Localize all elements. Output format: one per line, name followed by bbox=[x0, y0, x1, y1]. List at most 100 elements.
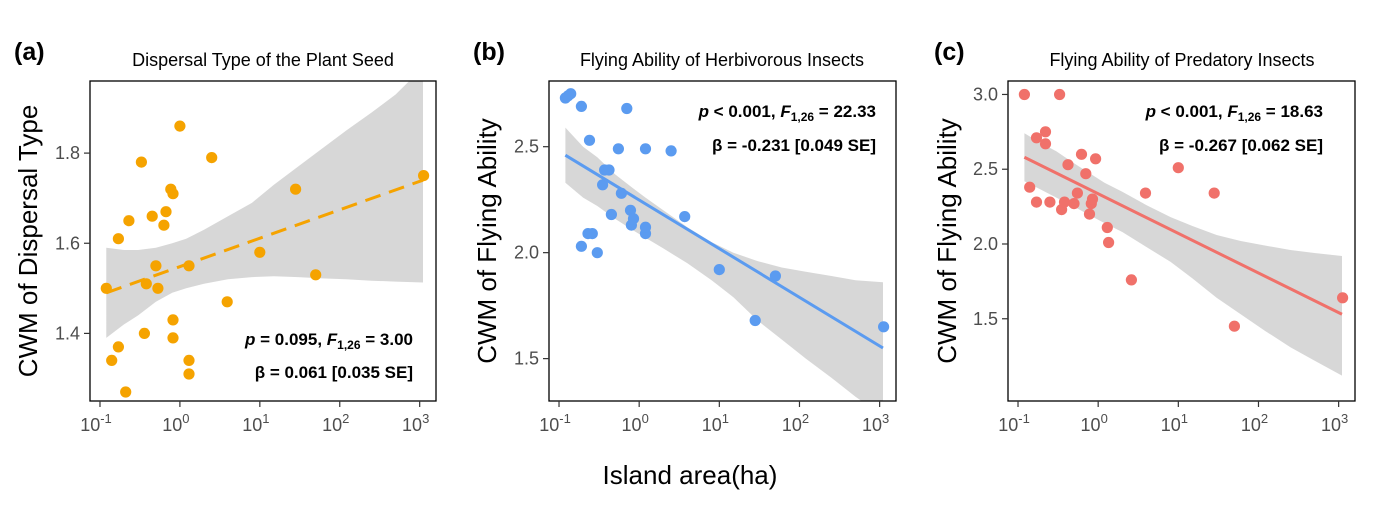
stat-text: = 0.095, bbox=[255, 330, 326, 349]
x-tick-base: 10 bbox=[862, 415, 882, 435]
data-point bbox=[167, 332, 179, 344]
data-point bbox=[174, 120, 186, 132]
regression-line bbox=[1023, 155, 1343, 316]
stat-f-value: = 18.63 bbox=[1261, 102, 1323, 121]
data-point bbox=[1039, 138, 1052, 150]
regression-line bbox=[564, 153, 884, 350]
x-tick-label: 101 bbox=[1161, 411, 1188, 435]
data-point bbox=[749, 314, 761, 327]
x-tick-base: 10 bbox=[998, 415, 1018, 435]
y-tick-label: 2.5 bbox=[973, 159, 998, 179]
x-tick-exponent: 3 bbox=[422, 411, 429, 426]
data-point bbox=[112, 341, 124, 353]
panel-label: (a) bbox=[14, 38, 45, 66]
x-tick-exponent: -1 bbox=[1018, 411, 1030, 426]
data-point bbox=[206, 152, 218, 164]
data-point bbox=[221, 296, 233, 308]
y-axis-label: CWM of Dispersal Type bbox=[13, 105, 43, 378]
x-axis-label: Island area(ha) bbox=[603, 460, 778, 490]
y-tick-label: 2.5 bbox=[514, 137, 539, 157]
y-tick-label: 1.4 bbox=[55, 323, 80, 343]
y-tick-label: 1.8 bbox=[55, 143, 80, 163]
y-tick-label: 2.0 bbox=[973, 234, 998, 254]
data-point bbox=[167, 314, 179, 326]
stat-text: < 0.001, bbox=[1156, 102, 1227, 121]
stat-p-value: p bbox=[698, 102, 709, 121]
stat-f: F bbox=[780, 102, 791, 121]
data-point bbox=[123, 215, 135, 227]
x-tick-base: 10 bbox=[80, 415, 100, 435]
data-point bbox=[591, 247, 603, 259]
x-tick-label: 103 bbox=[1321, 411, 1348, 435]
x-tick-base: 10 bbox=[1081, 415, 1101, 435]
x-tick-exponent: 3 bbox=[1341, 411, 1348, 426]
x-tick-exponent: 0 bbox=[1101, 411, 1108, 426]
x-tick-label: 101 bbox=[702, 411, 729, 435]
data-point bbox=[1103, 236, 1115, 249]
data-point bbox=[639, 221, 652, 233]
x-tick-base: 10 bbox=[402, 415, 422, 435]
x-tick-base: 10 bbox=[1161, 415, 1181, 435]
stat-annotation-line1: p = 0.095, F1,26 = 3.00 bbox=[244, 330, 413, 352]
data-point bbox=[597, 179, 609, 191]
chart-title: Dispersal Type of the Plant Seed bbox=[132, 50, 394, 70]
x-tick-exponent: 1 bbox=[262, 411, 269, 426]
data-point bbox=[112, 233, 124, 245]
data-point bbox=[627, 213, 640, 225]
x-tick-label: 103 bbox=[862, 411, 889, 435]
y-axis-label: CWM of Flying Ability bbox=[472, 118, 502, 364]
data-point bbox=[183, 354, 195, 366]
x-tick-base: 10 bbox=[242, 415, 262, 435]
chart-title: Flying Ability of Herbivorous Insects bbox=[580, 50, 864, 70]
confidence-band bbox=[106, 81, 423, 338]
x-tick-exponent: 1 bbox=[722, 411, 729, 426]
data-point bbox=[106, 354, 118, 366]
data-point bbox=[1228, 320, 1240, 332]
data-point bbox=[1039, 126, 1052, 138]
data-point bbox=[1030, 132, 1043, 144]
data-point bbox=[150, 260, 162, 272]
stat-annotation-line2: β = 0.061 [0.035 SE] bbox=[255, 363, 413, 382]
data-point bbox=[624, 204, 637, 216]
data-point bbox=[1075, 148, 1088, 160]
x-tick-base: 10 bbox=[782, 415, 802, 435]
data-point bbox=[1125, 274, 1137, 286]
stat-annotation-line1: p < 0.001, F1,26 = 22.33 bbox=[698, 102, 876, 124]
stat-annotation-line2: β = -0.267 [0.062 SE] bbox=[1159, 136, 1323, 155]
stat-annotation-line1: p < 0.001, F1,26 = 18.63 bbox=[1145, 102, 1323, 124]
data-point bbox=[575, 240, 588, 252]
data-point bbox=[418, 170, 430, 182]
stat-f: F bbox=[327, 330, 338, 349]
x-tick-exponent: -1 bbox=[559, 411, 571, 426]
data-point bbox=[769, 270, 782, 282]
data-point bbox=[310, 269, 322, 281]
stat-f-value: = 22.33 bbox=[814, 102, 876, 121]
data-point bbox=[146, 210, 158, 222]
stat-df-subscript: 1,26 bbox=[1238, 110, 1262, 124]
x-tick-base: 10 bbox=[539, 415, 559, 435]
x-tick-exponent: 0 bbox=[642, 411, 649, 426]
x-tick-label: 101 bbox=[242, 411, 269, 435]
data-point bbox=[713, 264, 725, 276]
data-point bbox=[1044, 196, 1056, 208]
panel-c: (c) Flying Ability of Predatory Insects CW… bbox=[932, 38, 1356, 435]
x-tick-label: 103 bbox=[402, 411, 429, 435]
data-point bbox=[1071, 187, 1083, 199]
x-tick-exponent: 3 bbox=[882, 411, 889, 426]
plot-frame bbox=[548, 80, 897, 402]
plot-area bbox=[100, 81, 430, 398]
data-point bbox=[120, 386, 132, 398]
chart-title: Flying Ability of Predatory Insects bbox=[1049, 50, 1314, 70]
x-tick-label: 10-1 bbox=[998, 411, 1030, 435]
stat-p-value: p bbox=[1145, 102, 1156, 121]
x-tick-label: 102 bbox=[322, 411, 349, 435]
data-point bbox=[1090, 153, 1102, 165]
y-tick-label: 1.5 bbox=[973, 309, 998, 329]
data-point bbox=[586, 228, 598, 240]
x-tick-exponent: -1 bbox=[100, 411, 112, 426]
data-point bbox=[1054, 88, 1066, 101]
x-tick-label: 100 bbox=[1081, 411, 1108, 435]
y-tick-label: 3.0 bbox=[973, 84, 998, 104]
x-tick-label: 100 bbox=[162, 411, 189, 435]
